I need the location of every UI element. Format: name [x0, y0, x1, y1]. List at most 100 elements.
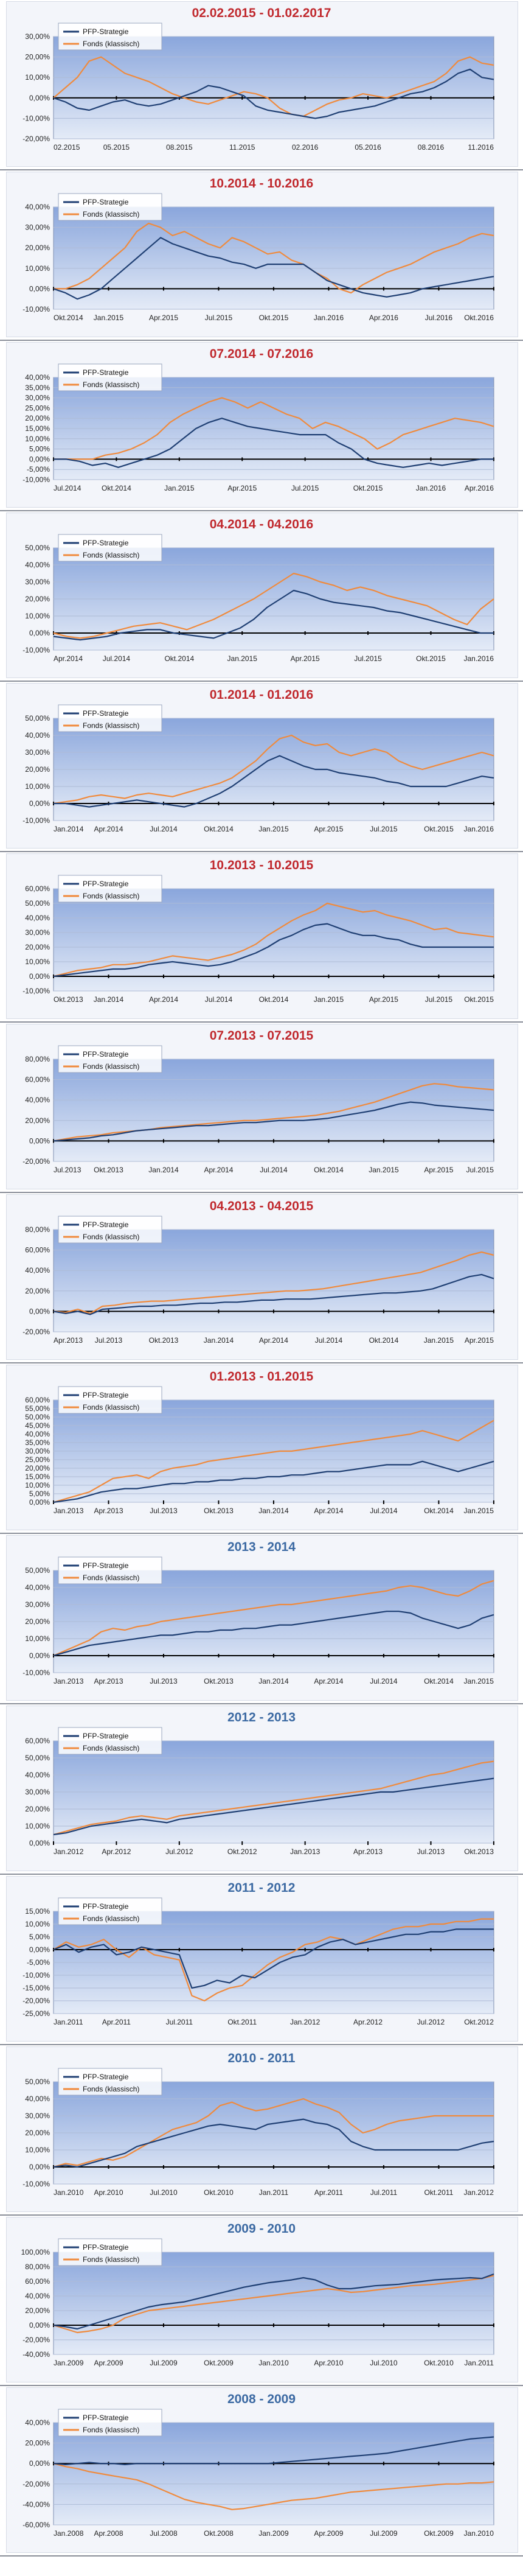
chart-panel: 2008 - 2009 -60,00% -40,00% -20,00% 0,00% 20,… — [0, 2387, 523, 2558]
x-tick-label: 02.2016 — [292, 143, 319, 152]
y-tick-label: 20,00% — [25, 53, 50, 61]
y-tick-label: 40,00% — [25, 1583, 50, 1592]
series-line — [53, 1251, 494, 1314]
legend: PFP-Strategie Fonds (klassisch) — [58, 2238, 162, 2266]
panel-separator — [0, 2385, 523, 2386]
y-tick-label: 5,00% — [29, 1489, 50, 1498]
y-tick-label: -40,00% — [23, 2500, 50, 2508]
x-tick-label: Jul.2016 — [425, 313, 453, 322]
x-tick-label: Jul.2010 — [370, 2359, 398, 2367]
x-tick-label: Jan.2009 — [258, 2529, 289, 2538]
y-tick-label: 10,00% — [25, 435, 50, 443]
x-tick-label: Apr.2012 — [353, 2018, 383, 2026]
plot-area — [53, 36, 494, 139]
series-line — [53, 2273, 494, 2330]
y-tick-label: 30,00% — [25, 223, 50, 232]
legend-label: PFP-Strategie — [83, 2243, 129, 2252]
y-tick-label: 20,00% — [25, 243, 50, 252]
x-tick-label: Jan.2016 — [416, 484, 446, 492]
y-tick-label: 10,00% — [25, 1920, 50, 1928]
y-tick-label: 20,00% — [25, 943, 50, 951]
y-tick-label: 0,00% — [29, 1307, 50, 1315]
chart-panel: 07.2013 - 07.2015 -20,00% 0,00% 20,00% 40,00… — [0, 1024, 523, 1194]
x-tick-label: Jul.2015 — [466, 1166, 494, 1174]
y-tick-label: 40,00% — [25, 203, 50, 211]
y-tick-label: -10,00% — [23, 305, 50, 313]
line-chart: -10,00% 0,00% 10,00% 20,00% 30,00% 40,00% 50,0… — [23, 2068, 494, 2197]
y-tick-label: 10,00% — [25, 1634, 50, 1643]
legend-label: Fonds (klassisch) — [83, 210, 139, 219]
x-tick-label: Okt.2015 — [424, 825, 454, 833]
series-line — [54, 755, 494, 808]
y-tick-label: 30,00% — [25, 394, 50, 402]
series-line — [53, 902, 494, 978]
x-tick-label: Okt.2013 — [204, 1507, 234, 1515]
x-tick-label: Okt.2015 — [259, 313, 289, 322]
chart-panel: 01.2014 - 01.2016 -10,00% 0,00% 10,00% 20,00… — [0, 683, 523, 853]
legend: PFP-Strategie Fonds (klassisch) — [58, 2409, 162, 2437]
legend-label: PFP-Strategie — [83, 2073, 129, 2081]
line-chart: -40,00% -20,00% 0,00% 20,00% 40,00% 60,00% 80,… — [21, 2238, 494, 2367]
x-tick-label: Okt.2014 — [424, 1677, 454, 1685]
legend-box — [58, 1045, 162, 1073]
y-tick-label: 40,00% — [25, 561, 50, 569]
y-tick-label: 40,00% — [25, 1096, 50, 1104]
y-tick-label: 80,00% — [25, 2263, 50, 2271]
x-tick-label: Okt.2014 — [424, 1507, 454, 1515]
panel-separator — [0, 1362, 523, 1363]
legend-label: Fonds (klassisch) — [83, 2085, 139, 2093]
legend-label: Fonds (klassisch) — [83, 2426, 139, 2434]
legend-box — [58, 1216, 162, 1244]
chart-title: 01.2013 - 01.2015 — [209, 1370, 314, 1384]
legend-box — [58, 1727, 162, 1755]
chart-panel: 01.2013 - 01.2015 0,00% 5,00% 10,00% 15,00% 2… — [0, 1365, 523, 1535]
x-tick-label: Jan.2013 — [54, 1677, 84, 1685]
x-tick-label: Apr.2010 — [314, 2359, 343, 2367]
x-tick-label: Apr.2009 — [94, 2359, 123, 2367]
y-tick-label: -10,00% — [23, 646, 50, 654]
x-tick-label: Okt.2015 — [464, 995, 494, 1004]
x-tick-label: Apr.2015 — [291, 654, 320, 663]
legend-box — [58, 875, 162, 903]
x-tick-label: Jan.2008 — [54, 2529, 84, 2538]
panel-separator — [0, 1021, 523, 1023]
y-tick-label: 30,00% — [25, 578, 50, 586]
y-tick-label: 5,00% — [29, 1933, 50, 1941]
chart-title: 10.2014 - 10.2016 — [209, 177, 314, 191]
x-tick-label: Jul.2014 — [205, 995, 233, 1004]
legend: PFP-Strategie Fonds (klassisch) — [58, 1216, 162, 1244]
chart-title: 07.2013 - 07.2015 — [209, 1029, 314, 1043]
line-chart: 0,00%5,00%10,00%15,00%20,00%25,00%30,00%… — [25, 1386, 494, 1515]
x-tick-label: 05.2015 — [103, 143, 130, 152]
chart-title: 2010 - 2011 — [227, 2051, 296, 2065]
x-tick-label: Jul.2014 — [54, 484, 81, 492]
y-tick-label: 60,00% — [25, 884, 50, 893]
series-line — [53, 1918, 494, 2002]
line-chart: -60,00% -40,00% -20,00% 0,00% 20,00% 40,00% Ja… — [23, 2409, 494, 2538]
series-line — [53, 2275, 494, 2334]
line-chart: -20,00% 0,00% 20,00% 40,00% 60,00% 80,00% Apr.… — [23, 1216, 494, 1345]
x-tick-label: Jan.2015 — [424, 1336, 454, 1345]
legend: PFP-Strategie Fonds (klassisch) — [58, 1386, 162, 1414]
x-tick-label: Jan.2014 — [94, 995, 124, 1004]
chart-title: 2013 - 2014 — [227, 1540, 296, 1554]
panel-separator — [0, 2044, 523, 2045]
x-tick-label: Apr.2010 — [94, 2188, 123, 2197]
y-tick-label: 30,00% — [25, 928, 50, 937]
y-tick-label: 40,00% — [25, 914, 50, 922]
x-tick-label: Apr.2012 — [102, 1847, 131, 1856]
x-tick-label: Jan.2014 — [258, 1677, 289, 1685]
x-tick-label: Jul.2009 — [370, 2529, 398, 2538]
x-tick-label: Jan.2016 — [314, 313, 344, 322]
y-tick-label: 40,00% — [25, 2292, 50, 2300]
x-tick-label: Jul.2015 — [205, 313, 233, 322]
x-tick-label: Jul.2014 — [103, 654, 131, 663]
chart-title: 10.2013 - 10.2015 — [209, 858, 314, 872]
x-tick-label: Jan.2012 — [464, 2188, 494, 2197]
chart-panel: 04.2014 - 04.2016 -10,00% 0,00% 10,00% 20,00… — [0, 513, 523, 683]
legend-box — [58, 1556, 162, 1584]
x-tick-label: Jan.2012 — [290, 2018, 320, 2026]
x-tick-label: Apr.2013 — [94, 1507, 123, 1515]
x-tick-label: Apr.2014 — [314, 1507, 343, 1515]
series-line — [53, 1460, 494, 1503]
